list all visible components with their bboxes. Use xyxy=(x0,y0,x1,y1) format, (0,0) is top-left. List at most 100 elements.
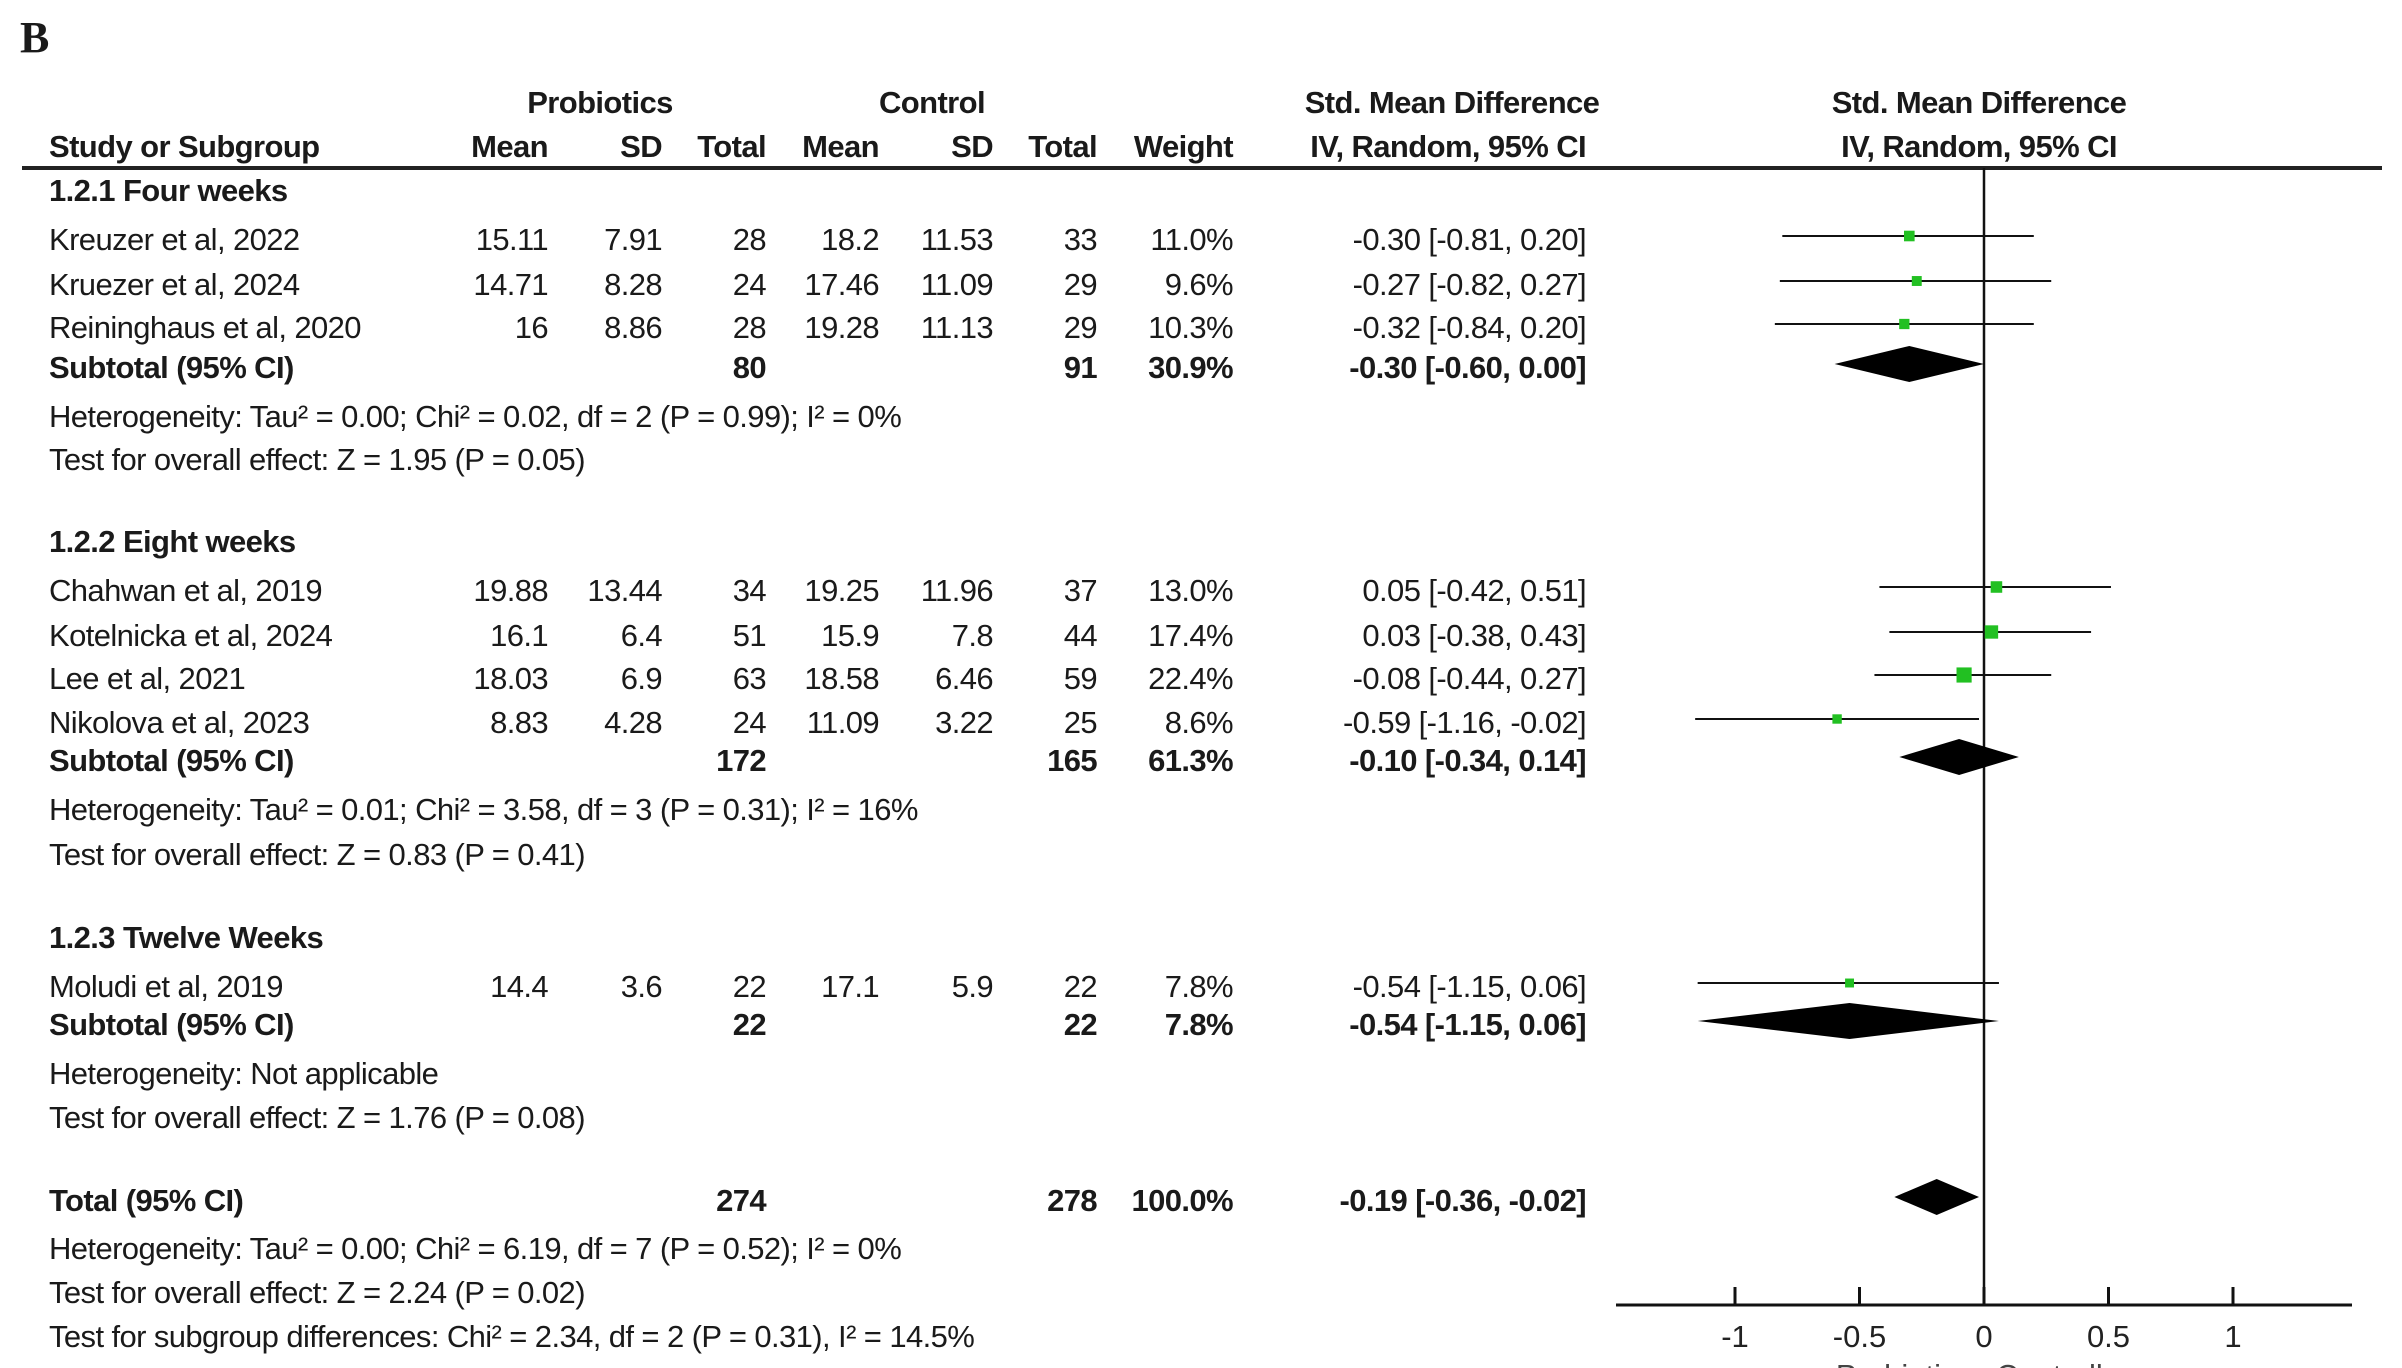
header-total2: Total xyxy=(1028,129,1097,164)
subtotal-n1: 80 xyxy=(732,350,767,385)
panel-label: B xyxy=(20,13,50,62)
study-name: Lee et al, 2021 xyxy=(49,661,246,696)
header-divider xyxy=(22,166,2382,170)
study-m1: 14.4 xyxy=(490,969,549,1004)
total-w: 100.0% xyxy=(1131,1183,1233,1218)
subtotal-n2: 91 xyxy=(1063,350,1098,385)
study-n2: 44 xyxy=(1063,618,1098,653)
study-sd2: 11.53 xyxy=(920,222,994,257)
study-m1: 18.03 xyxy=(473,661,548,696)
study-name: Moludi et al, 2019 xyxy=(49,969,284,1004)
pooled-diamond xyxy=(1899,739,2019,775)
study-ci: -0.32 [-0.84, 0.20] xyxy=(1352,310,1587,345)
study-m2: 15.9 xyxy=(821,618,880,653)
study-square xyxy=(1903,230,1915,242)
subtotal-n2: 22 xyxy=(1063,1007,1098,1042)
pooled-diamond xyxy=(1894,1179,1980,1215)
subtotal-w: 7.8% xyxy=(1164,1007,1234,1042)
subtotal-n1: 172 xyxy=(716,743,767,778)
study-ci: 0.05 [-0.42, 0.51] xyxy=(1362,573,1586,608)
study-sd2: 3.22 xyxy=(935,705,994,740)
header-probiotics: Probiotics xyxy=(527,85,673,120)
study-sd1: 3.6 xyxy=(620,969,663,1004)
study-n1: 28 xyxy=(732,222,767,257)
study-m2: 18.2 xyxy=(821,222,880,257)
study-square xyxy=(1845,978,1855,988)
total-ci: -0.19 [-0.36, -0.02] xyxy=(1339,1183,1587,1218)
study-m1: 8.83 xyxy=(490,705,549,740)
study-n2: 37 xyxy=(1063,573,1098,608)
header-method: IV, Random, 95% CI xyxy=(1310,129,1586,164)
heterogeneity-text: Heterogeneity: Not applicable xyxy=(49,1056,439,1091)
subtotal-label: Subtotal (95% CI) xyxy=(49,743,294,778)
subgroup-title: 1.2.3 Twelve Weeks xyxy=(49,920,324,955)
study-name: Kruezer et al, 2024 xyxy=(49,267,300,302)
heterogeneity-text: Heterogeneity: Tau² = 0.01; Chi² = 3.58,… xyxy=(49,792,918,827)
study-n1: 34 xyxy=(732,573,767,608)
study-name: Reininghaus et al, 2020 xyxy=(49,310,362,345)
header-smd-plot: Std. Mean Difference xyxy=(1831,85,2127,120)
study-sd1: 8.86 xyxy=(604,310,663,345)
study-name: Kotelnicka et al, 2024 xyxy=(49,618,333,653)
study-m1: 16.1 xyxy=(490,618,549,653)
study-w: 9.6% xyxy=(1164,267,1234,302)
study-sd2: 5.9 xyxy=(951,969,994,1004)
study-sd2: 11.09 xyxy=(920,267,994,302)
subtotal-ci: -0.54 [-1.15, 0.06] xyxy=(1349,1007,1586,1042)
study-square xyxy=(1911,276,1922,286)
study-w: 13.0% xyxy=(1148,573,1234,608)
study-m2: 18.58 xyxy=(804,661,879,696)
study-m1: 14.71 xyxy=(473,267,548,302)
total-label: Total (95% CI) xyxy=(49,1183,244,1218)
header-method-plot: IV, Random, 95% CI xyxy=(1841,129,2117,164)
header-smd: Std. Mean Difference xyxy=(1304,85,1600,120)
header-total: Total xyxy=(697,129,766,164)
study-n1: 24 xyxy=(732,705,767,740)
study-w: 8.6% xyxy=(1164,705,1234,740)
subtotal-label: Subtotal (95% CI) xyxy=(49,350,294,385)
study-m1: 19.88 xyxy=(473,573,548,608)
study-sd2: 6.46 xyxy=(935,661,994,696)
study-square xyxy=(1990,581,2003,593)
study-w: 11.0% xyxy=(1150,222,1233,257)
study-n2: 29 xyxy=(1063,310,1098,345)
subtotal-n1: 22 xyxy=(732,1007,767,1042)
study-n1: 28 xyxy=(732,310,767,345)
study-ci: -0.30 [-0.81, 0.20] xyxy=(1352,222,1587,257)
subgroup-differences: Test for subgroup differences: Chi² = 2.… xyxy=(49,1319,975,1354)
study-m2: 11.09 xyxy=(806,705,880,740)
study-n1: 24 xyxy=(732,267,767,302)
study-sd2: 7.8 xyxy=(951,618,994,653)
study-sd1: 7.91 xyxy=(604,222,663,257)
study-sd1: 6.9 xyxy=(620,661,663,696)
study-n1: 63 xyxy=(732,661,767,696)
study-w: 10.3% xyxy=(1148,310,1234,345)
study-n2: 22 xyxy=(1063,969,1098,1004)
overall-effect-text: Test for overall effect: Z = 1.95 (P = 0… xyxy=(49,442,586,477)
left-direction-label: Probiotics xyxy=(1836,1358,1972,1368)
subtotal-n2: 165 xyxy=(1047,743,1098,778)
study-name: Nikolova et al, 2023 xyxy=(49,705,310,740)
study-square xyxy=(1984,625,1999,639)
study-sd2: 11.96 xyxy=(920,573,994,608)
study-w: 22.4% xyxy=(1148,661,1234,696)
heterogeneity-text: Heterogeneity: Tau² = 0.00; Chi² = 0.02,… xyxy=(49,399,902,434)
study-n2: 33 xyxy=(1063,222,1098,257)
study-m2: 19.28 xyxy=(804,310,879,345)
study-ci: -0.59 [-1.16, -0.02] xyxy=(1342,705,1587,740)
study-square xyxy=(1832,714,1842,724)
pooled-diamond xyxy=(1697,1003,1999,1039)
study-sd2: 11.13 xyxy=(920,310,994,345)
study-sd1: 8.28 xyxy=(604,267,663,302)
study-m1: 15.11 xyxy=(475,222,549,257)
study-ci: -0.27 [-0.82, 0.27] xyxy=(1352,267,1587,302)
study-square xyxy=(1899,318,1910,330)
x-tick-label: 1 xyxy=(2224,1319,2241,1354)
study-w: 7.8% xyxy=(1164,969,1234,1004)
overall-effect-text: Test for overall effect: Z = 1.76 (P = 0… xyxy=(49,1100,586,1135)
header-sd: SD xyxy=(620,129,662,164)
study-sd1: 6.4 xyxy=(620,618,663,653)
study-m1: 16 xyxy=(514,310,549,345)
study-m2: 19.25 xyxy=(804,573,879,608)
right-direction-label: Controll xyxy=(1996,1358,2103,1368)
